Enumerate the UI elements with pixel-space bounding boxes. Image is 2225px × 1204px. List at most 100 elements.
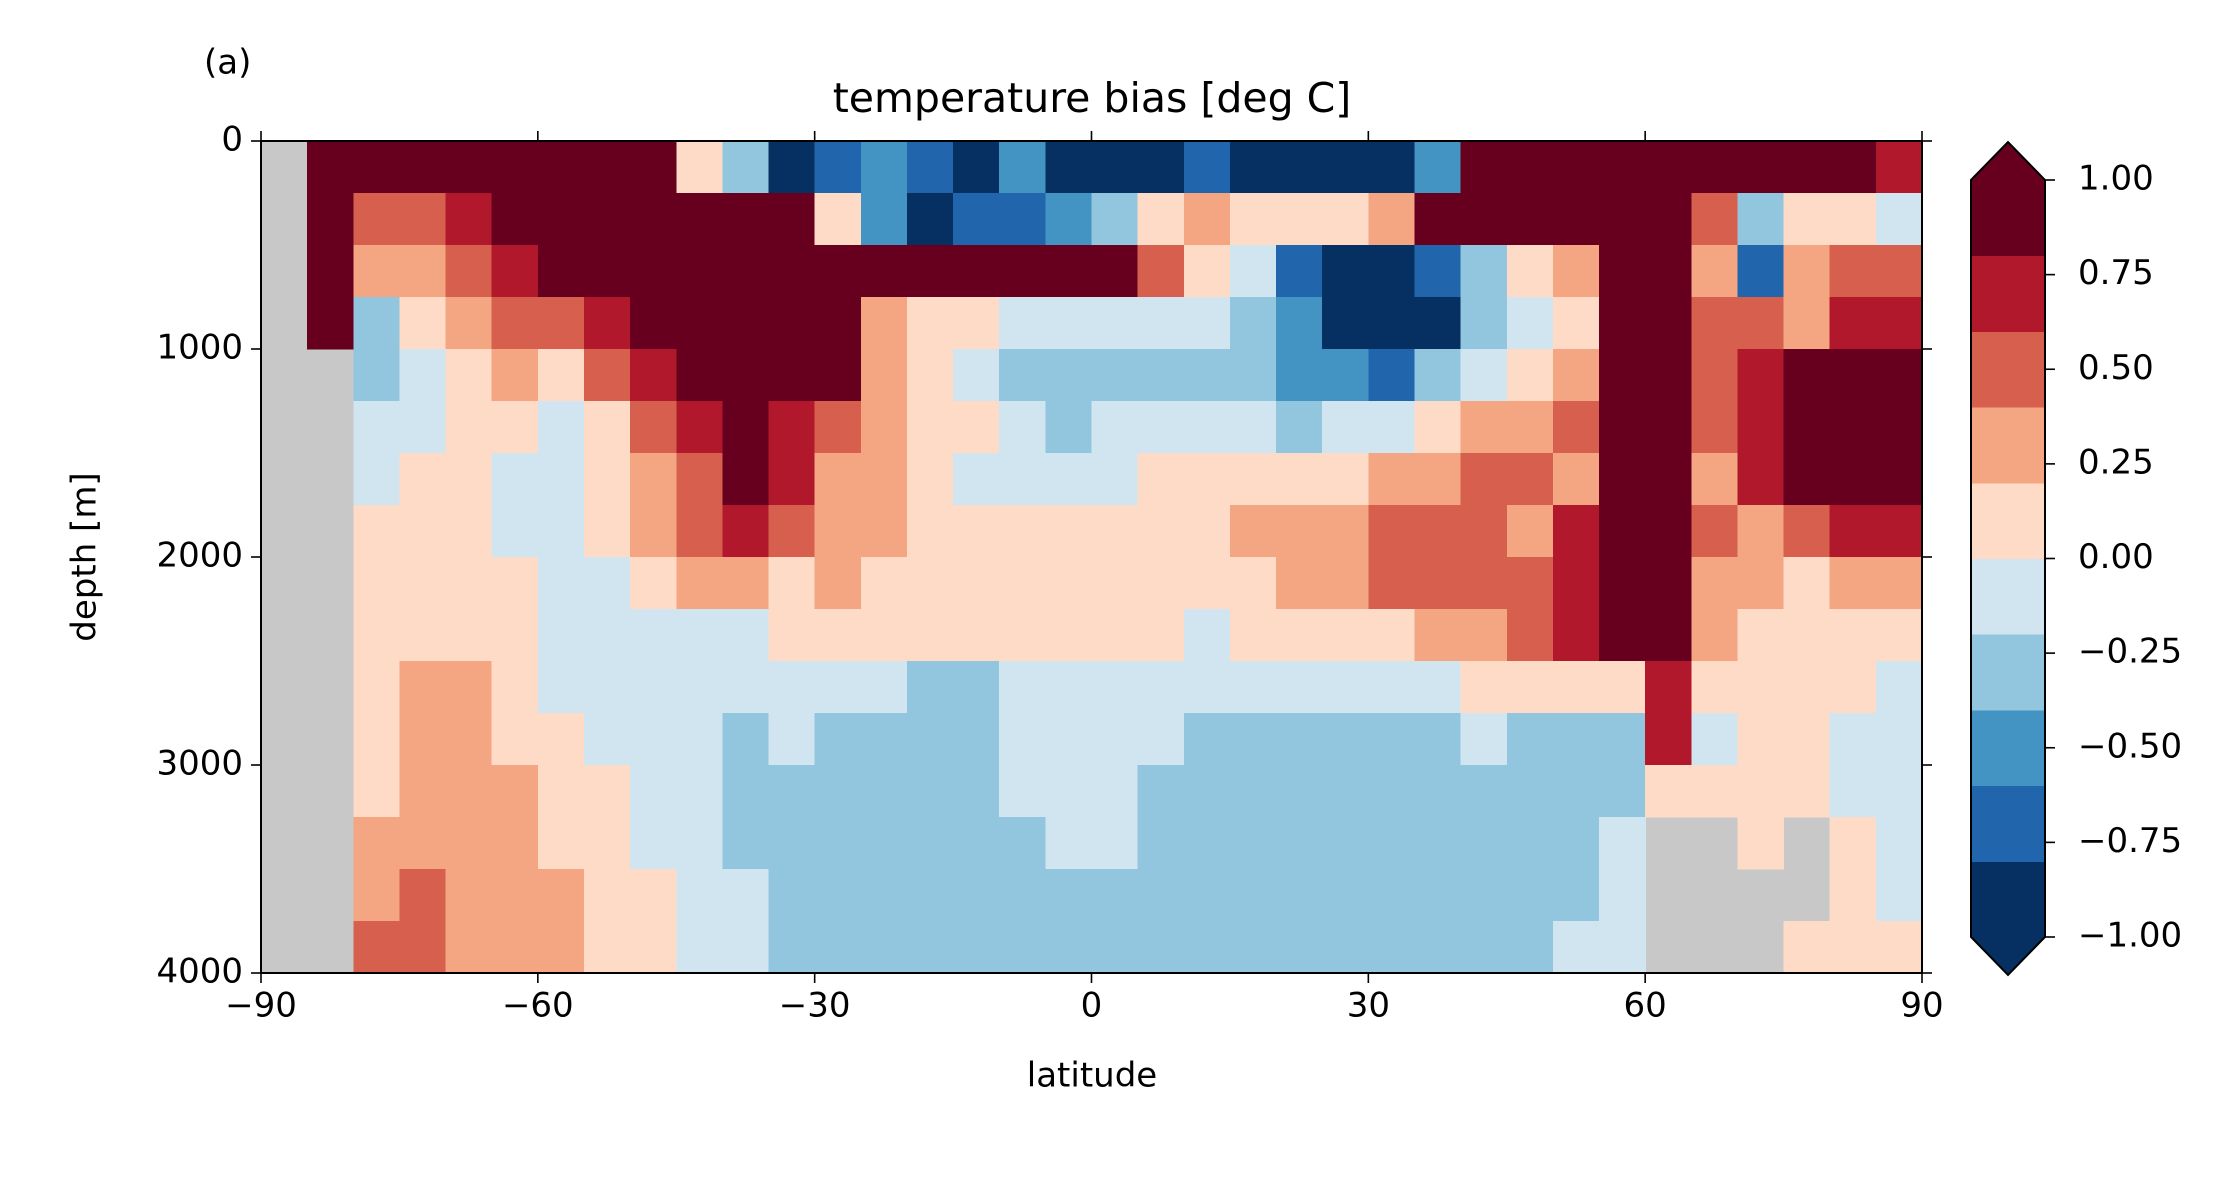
heatmap-cell (860, 765, 908, 818)
heatmap-cell (1368, 557, 1416, 610)
heatmap-cell (1737, 349, 1785, 402)
heatmap-cell (445, 245, 493, 298)
heatmap-cell (1276, 349, 1323, 402)
heatmap-cell (999, 765, 1046, 818)
heatmap-cell (1645, 193, 1692, 246)
heatmap-cell (1691, 609, 1739, 662)
heatmap-cell (583, 401, 631, 454)
colorbar-tick-label: −0.50 (2078, 726, 2182, 766)
colorbar-bin (1971, 180, 2045, 257)
heatmap-cell (1183, 765, 1231, 818)
x-tick-label: −30 (779, 986, 851, 1026)
heatmap-cell (722, 713, 770, 766)
heatmap-cell (630, 661, 677, 714)
heatmap-cell (1091, 817, 1139, 870)
heatmap-cell (583, 817, 631, 870)
heatmap-cell (814, 453, 862, 506)
heatmap-cell (1875, 921, 1923, 974)
heatmap-cell (1691, 661, 1739, 714)
heatmap-cell (1322, 765, 1369, 818)
heatmap-cell (1091, 193, 1139, 246)
heatmap-cell (1691, 453, 1739, 506)
heatmap-cell (906, 245, 954, 298)
heatmap-cell (722, 921, 770, 974)
heatmap-cell (1599, 713, 1646, 766)
heatmap-cell (1276, 453, 1323, 506)
heatmap-cell (445, 141, 493, 194)
heatmap-cell (1599, 349, 1646, 402)
heatmap-cell (1137, 609, 1185, 662)
heatmap-cell (1276, 765, 1323, 818)
heatmap-cell (537, 401, 585, 454)
heatmap-cell (1875, 193, 1923, 246)
colorbar-extend-bottom (1971, 937, 2045, 975)
heatmap-cell (1829, 297, 1877, 350)
heatmap-cell (1691, 713, 1739, 766)
heatmap-cell (860, 817, 908, 870)
heatmap-cell (1737, 505, 1785, 558)
heatmap-cell (1783, 141, 1831, 194)
heatmap-cell (353, 141, 401, 194)
heatmap-cell (630, 141, 677, 194)
heatmap-cell (999, 401, 1046, 454)
heatmap-cell (1091, 401, 1139, 454)
heatmap-cell (676, 765, 723, 818)
heatmap-cell (1091, 713, 1139, 766)
heatmap-cell (1414, 817, 1462, 870)
heatmap-cell (860, 401, 908, 454)
heatmap-cell (1137, 141, 1185, 194)
heatmap-cell (1783, 921, 1831, 974)
heatmap-cell (1368, 401, 1416, 454)
heatmap-cell (583, 349, 631, 402)
heatmap-cells (307, 141, 1923, 974)
heatmap-cell (1552, 349, 1600, 402)
heatmap-cell (1783, 453, 1831, 506)
y-tick-label: 2000 (156, 536, 243, 576)
heatmap-cell (1783, 661, 1831, 714)
heatmap-cell (1829, 609, 1877, 662)
heatmap-cell (1645, 349, 1692, 402)
heatmap-cell (722, 401, 770, 454)
heatmap-cell (491, 193, 539, 246)
heatmap-cell (1045, 817, 1093, 870)
heatmap-cell (906, 141, 954, 194)
heatmap-cell (583, 141, 631, 194)
heatmap-cell (1552, 401, 1600, 454)
heatmap-cell (1183, 401, 1231, 454)
heatmap-cell (445, 765, 493, 818)
heatmap-cell (1599, 245, 1646, 298)
heatmap-cell (1414, 505, 1462, 558)
heatmap-cell (1137, 817, 1185, 870)
heatmap-cell (860, 713, 908, 766)
heatmap-cell (1276, 297, 1323, 350)
heatmap-cell (999, 245, 1046, 298)
heatmap-cell (445, 817, 493, 870)
heatmap-cell (537, 193, 585, 246)
heatmap-cell (722, 297, 770, 350)
heatmap-cell (537, 817, 585, 870)
heatmap-cell (1091, 505, 1139, 558)
colorbar-bin (1971, 482, 2045, 559)
heatmap-cell (1460, 661, 1508, 714)
heatmap-cell (1460, 869, 1508, 922)
heatmap-cell (1783, 609, 1831, 662)
heatmap-cell (1506, 921, 1554, 974)
heatmap-cell (1045, 609, 1093, 662)
heatmap-cell (1599, 921, 1646, 974)
heatmap-cell (1460, 141, 1508, 194)
heatmap-cell (630, 609, 677, 662)
heatmap-cell (445, 713, 493, 766)
x-tick-label: 60 (1624, 986, 1667, 1026)
heatmap-cell (583, 297, 631, 350)
heatmap-cell (1691, 349, 1739, 402)
heatmap-cell (722, 141, 770, 194)
colorbar-extend-top (1971, 142, 2045, 180)
heatmap-cell (906, 193, 954, 246)
heatmap-cell (1322, 921, 1369, 974)
heatmap-cell (399, 349, 447, 402)
heatmap-cell (860, 297, 908, 350)
heatmap-cell (1137, 921, 1185, 974)
heatmap-cell (953, 765, 1000, 818)
heatmap-cell (860, 869, 908, 922)
heatmap-cell (1552, 505, 1600, 558)
